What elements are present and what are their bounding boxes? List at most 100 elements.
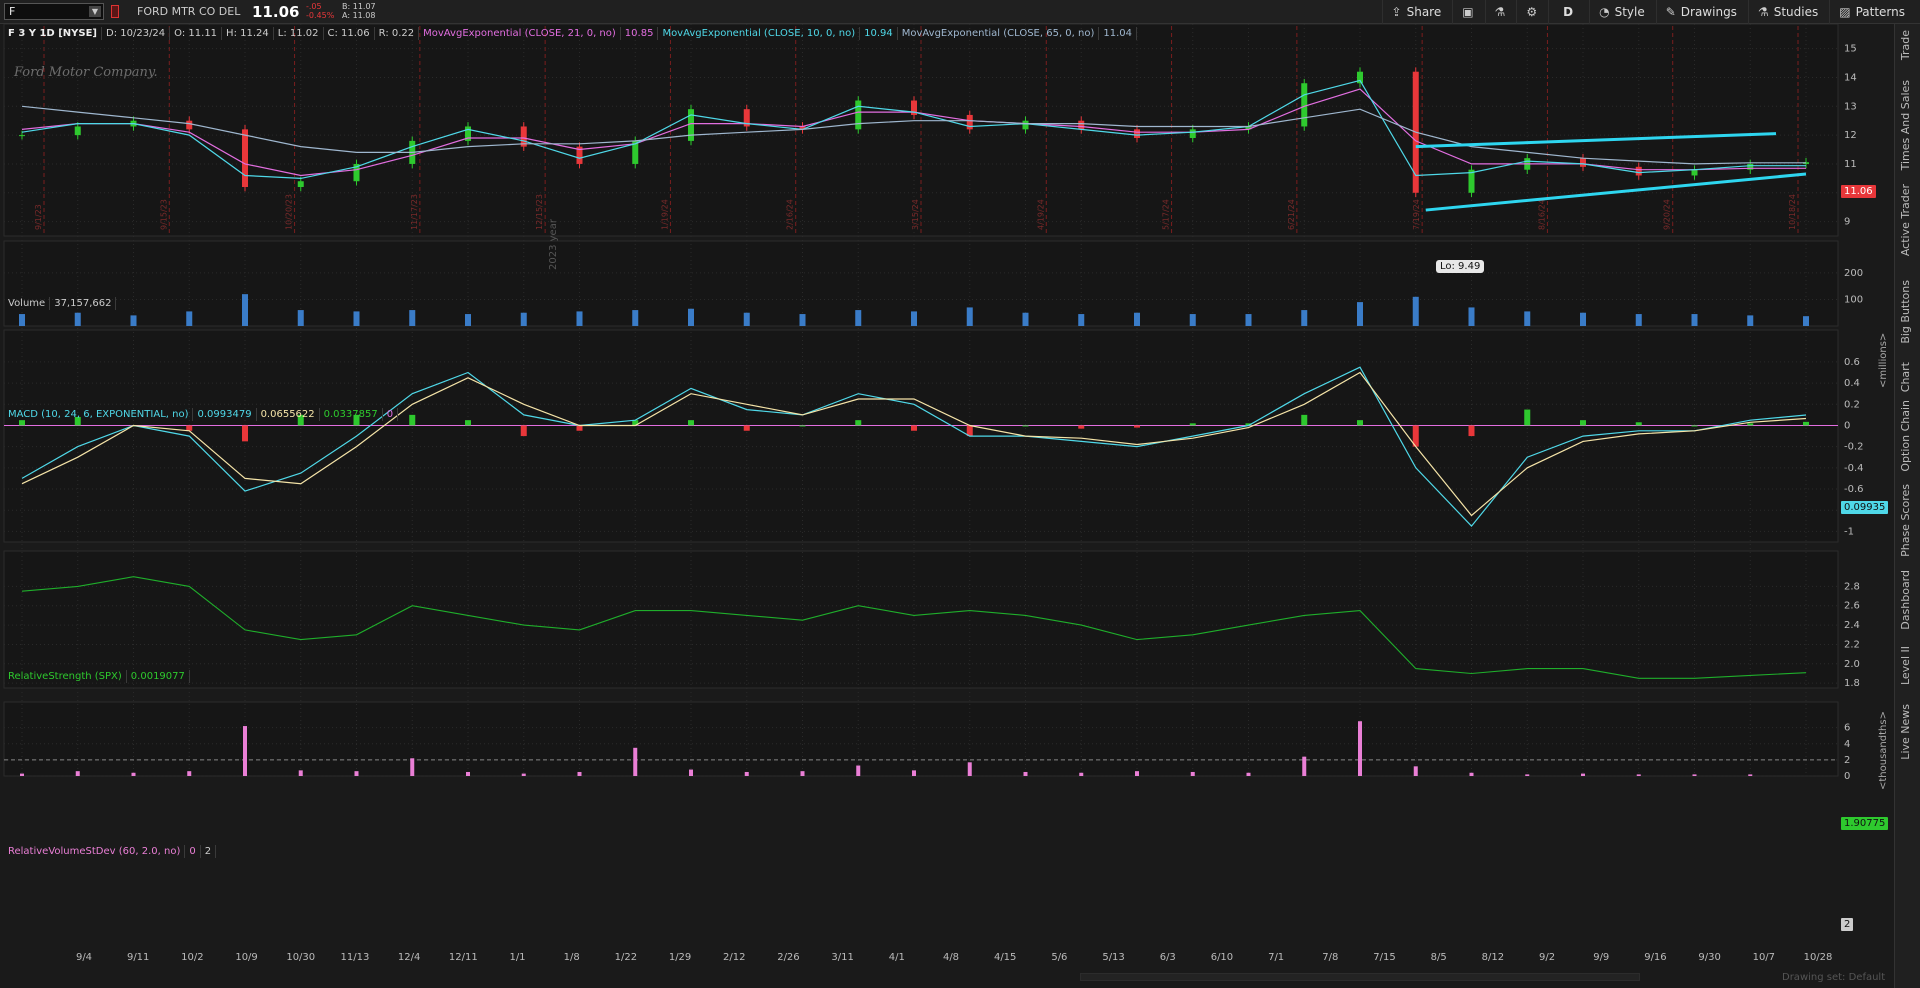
volume-bar [1412,296,1419,326]
y-tick-label: 13 [1844,101,1857,112]
x-tick-label: 9/2 [1539,952,1555,963]
volume-bar [1301,310,1308,326]
volume-bar [242,294,248,326]
macd-hist-bar [1189,423,1196,426]
flask-icon: ⚗ [1494,5,1506,19]
event-date-label: 7/19/24 [1412,199,1421,230]
macd-hist-bar [743,425,750,431]
price-header-open: O: 11.11 [170,27,223,40]
year-label: 2023 year [548,219,559,270]
rail-tab-times-and-sales[interactable]: Times And Sales [1899,80,1912,171]
rail-tab-level-ii[interactable]: Level II [1899,646,1912,686]
scrollbar[interactable] [1080,973,1640,981]
macd-header: MACD (10, 24, 6, EXPONENTIAL, no) 0.0993… [4,407,399,422]
macd-line-0 [21,366,1807,528]
patterns-button[interactable]: ▨ Patterns [1829,0,1914,24]
share-button[interactable]: ⇪ Share [1381,0,1451,24]
rvsd-bar [689,769,693,776]
macd-hist-bar [1357,420,1363,426]
timeframe-button[interactable]: D [1548,0,1587,24]
flag-icon[interactable] [111,5,119,18]
y-tick-label: -0.2 [1844,442,1864,453]
volume-bar [1245,314,1252,326]
macd-diff: 0.0337857 [320,408,383,421]
x-tick-label: 9/11 [127,952,149,963]
chart-area[interactable]: 9/1/23 9/15/23 10/20/23 11/17/23 12/15/23 1/1… [0,24,1894,988]
candle-body [743,109,750,127]
macd-hist-bar [1580,420,1586,426]
camera-button[interactable]: ▣ [1452,0,1482,24]
right-rail: Trade Times And Sales Active Trader Big … [1894,24,1920,988]
x-tick-label: 4/8 [943,952,959,963]
symbol-input[interactable]: F ▼ [4,3,104,20]
volume-bar [74,312,81,326]
event-date-label: 9/1/23 [34,204,43,230]
volume-bar [353,311,360,326]
studies-button[interactable]: ⚗ Studies [1747,0,1827,24]
drawing-set-label[interactable]: Drawing set: Default [1782,972,1886,983]
style-button[interactable]: ◔ Style [1589,0,1654,24]
candle-body [1747,163,1754,170]
rs-title: RelativeStrength (SPX) [4,670,127,683]
candle-body [1078,120,1085,130]
rvsd-title: RelativeVolumeStDev (60, 2.0, no) [4,845,186,858]
macd-hist-bar [1134,425,1140,428]
macd-hist-bar [966,425,973,437]
macd-hist-bar [1524,409,1531,426]
volume-unit: <millions> [1878,332,1889,388]
ema21-value: 10.85 [621,27,659,40]
x-tick-label: 12/11 [449,952,478,963]
patterns-icon: ▨ [1839,5,1851,19]
candle-body [1357,71,1363,84]
y-tick-label: 2.6 [1844,601,1860,612]
x-tick-label: 8/12 [1482,952,1504,963]
y-tick-label: 6 [1844,723,1850,734]
event-date-label: 4/19/24 [1036,199,1045,230]
macd-title: MACD (10, 24, 6, EXPONENTIAL, no) [4,408,194,421]
x-tick-label: 5/13 [1102,952,1124,963]
pencil-icon: ✎ [1665,5,1676,19]
rail-tab-phase-scores[interactable]: Phase Scores [1899,484,1912,557]
rail-tab-trade[interactable]: Trade [1899,30,1912,61]
rail-tab-active-trader[interactable]: Active Trader [1899,184,1912,257]
gear-icon: ⚙ [1526,5,1538,19]
y-tick-label: -0.6 [1844,484,1864,495]
trendline-lower [1425,172,1807,212]
volume-bar [688,308,694,326]
share-icon: ⇪ [1391,5,1402,19]
price-header: F 3 Y 1D [NYSE] D: 10/23/24 O: 11.11 H: … [4,26,1138,41]
macd-line-1 [21,371,1807,517]
bid-value: B: 11.07 [342,2,376,11]
volume-bar [130,315,137,326]
rvsd-bar [1079,772,1084,776]
rail-tab-option-chain[interactable]: Option Chain [1899,400,1912,472]
volume-bar [186,311,193,326]
rail-tab-chart[interactable]: Chart [1899,362,1912,393]
drawings-button[interactable]: ✎ Drawings [1655,0,1746,24]
x-tick-label: 12/4 [398,952,420,963]
change-pct: -0.45% [306,11,335,20]
style-label: Style [1614,5,1645,19]
volume-bar [743,312,750,326]
flask-button[interactable]: ⚗ [1484,0,1515,24]
candle-body [186,120,193,130]
candle-body [297,181,304,187]
event-date-label: 3/15/24 [911,199,920,230]
rail-tab-live-news[interactable]: Live News [1899,704,1912,760]
rvsd-bar [577,771,582,776]
ema-line-2 [21,105,1806,165]
rail-tab-big-buttons[interactable]: Big Buttons [1899,280,1912,344]
price-header-symbol: F 3 Y 1D [NYSE] [4,27,102,40]
volume-bar [1803,316,1809,326]
trendline-upper [1415,132,1777,149]
settings-button[interactable]: ⚙ [1516,0,1546,24]
rail-tab-dashboard[interactable]: Dashboard [1899,570,1912,630]
candle-body [1022,120,1029,130]
macd-hist-bar [576,425,583,431]
macd-hist-bar [855,420,862,426]
x-tick-label: 7/8 [1322,952,1338,963]
candle-body [688,109,694,141]
chevron-down-icon[interactable]: ▼ [89,6,101,17]
macd-hist-bar [1022,425,1029,427]
volume-value: 37,157,662 [50,297,117,310]
